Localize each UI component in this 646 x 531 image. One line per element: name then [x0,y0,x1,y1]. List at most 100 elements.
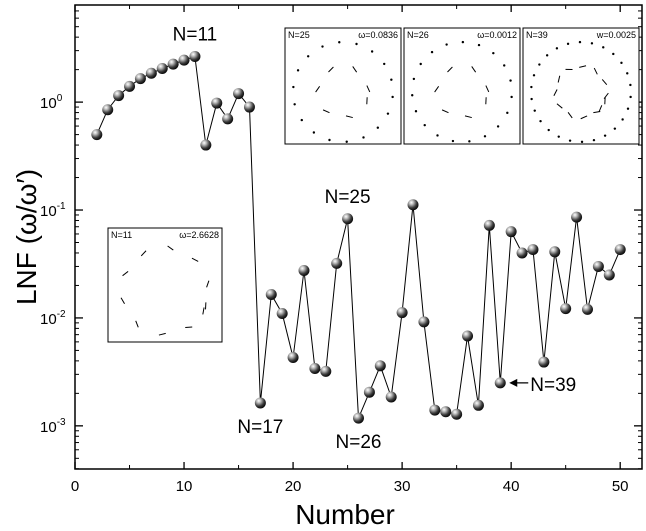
inset-ring-dot [557,135,560,138]
inset-ring-dot [345,140,348,143]
x-tick-label: 40 [503,478,520,495]
inset-ring-dot [321,45,324,48]
data-point [320,365,332,377]
annotation-label: N=26 [336,432,382,453]
inset-ring-dot [509,79,512,82]
y-tick-base: 10 [40,419,57,436]
data-point [462,330,474,342]
inset-ring-dot [430,50,434,54]
data-point [243,101,255,113]
data-point [233,88,245,100]
data-point [211,97,223,109]
data-point [353,412,364,424]
data-point [363,386,375,398]
inset-ring-dot [602,46,605,49]
inset-dash [447,66,453,73]
data-point [189,50,201,62]
inset-ring-dot [483,135,487,138]
data-point [287,351,299,363]
data-point [429,404,441,416]
data-point [178,54,190,66]
inset-ring-dot [451,139,455,143]
inset-dash [366,85,371,93]
inset-ring-dot [468,140,471,143]
inset-ring-dot [555,47,559,50]
inset-dash [464,115,472,119]
data-point [134,73,146,85]
inset-omega: ω=0.0012 [477,30,517,40]
data-point [407,199,419,211]
inset-ring-dot [477,43,481,47]
data-point [222,113,234,125]
data-point [374,360,386,372]
inset-ring-dot [296,69,300,72]
inset-dash [580,115,588,120]
inset-ring-dot [626,72,629,75]
inset-ring-dot [436,134,439,137]
y-tick-exponent: -3 [57,417,66,428]
y-tick-base: 10 [40,95,57,112]
inset-ring-dot [376,126,380,129]
inset-ring-dot [492,51,495,55]
inset-dash [120,297,125,305]
inset-ring-dot [612,52,615,56]
data-point [516,247,528,259]
y-tick-label: 10-1 [40,201,66,220]
inset-ring-dot [590,42,594,45]
inset-dash [315,86,321,93]
inset-ring-dot [292,85,295,89]
inset-dash [185,326,193,329]
insets: N=11 ω=2.6628 N=25 ω=0.0836 N=26 ω=0.0012 N=39… [107,27,640,343]
inset-dash [434,86,440,93]
inset-ring-dot [580,140,584,144]
inset-frame [522,27,640,145]
inset-ring-dot [423,123,426,127]
x-tick-label: 20 [285,478,302,495]
inset-label: N=11 [111,230,132,240]
data-point [145,67,157,79]
data-point [298,265,310,277]
inset-dash [593,67,598,75]
x-tick-label: 10 [176,478,193,495]
inset-ring-dot [370,50,374,53]
inset-label: N=26 [407,30,429,40]
inset-ring-dot [300,118,303,122]
inset-ring-dot [532,74,536,77]
y-tick-label: 100 [40,93,63,112]
annotation-label: N=11 [173,24,218,45]
inset-ring-dot [293,103,296,106]
inset-ring-dot [566,42,570,46]
data-point [571,211,583,223]
x-tick-label: 0 [71,478,79,495]
inset-ring-dot [386,112,390,115]
inset-dash [553,89,558,96]
y-axis-title: LNF (ω/ω′) [11,169,42,305]
inset-ring-dot [547,128,550,132]
inset-ring-dot [355,42,358,46]
inset-ring-dot [383,62,386,66]
data-point [560,303,572,315]
inset-ring-dot [503,64,506,67]
inset-ring-dot [621,118,624,121]
inset-dash [167,245,174,251]
data-point [396,307,408,319]
inset-omega: w=0.0025 [596,30,636,40]
data-point [342,213,354,225]
inset-label: N=25 [288,30,310,40]
inset-ring-dot [362,136,365,139]
annotation-label: N=39 [530,375,576,396]
inset-dash [191,257,199,262]
inset-dash [485,85,490,93]
inset-ring-dot [411,94,414,97]
inset-omega: ω=2.6628 [179,230,219,240]
inset-ring-dot [412,77,416,81]
data-point [156,62,168,74]
inset-dash [601,79,608,86]
data-point [276,307,288,319]
y-tick-exponent: -1 [57,201,66,212]
data-point [91,129,103,141]
data-point [549,246,561,258]
data-point [451,408,463,420]
